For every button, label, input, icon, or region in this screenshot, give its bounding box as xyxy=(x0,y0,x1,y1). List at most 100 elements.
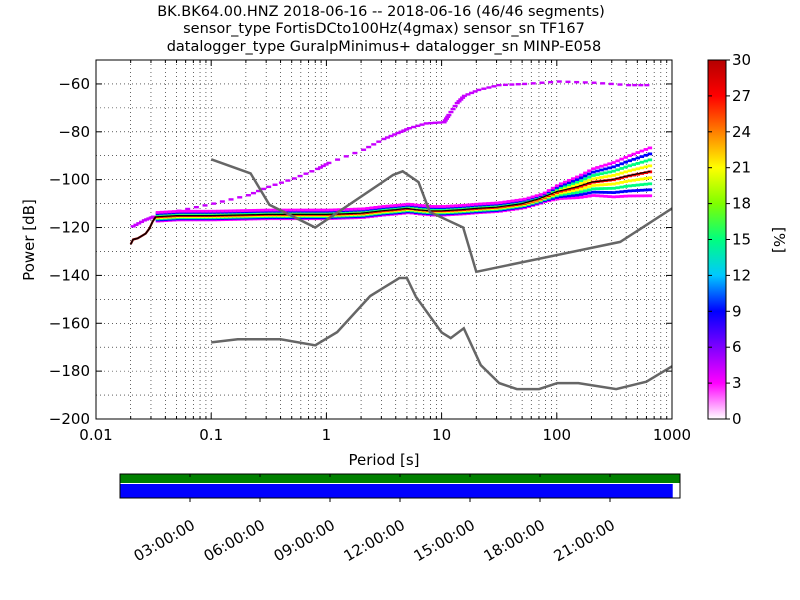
y-tick-label: −140 xyxy=(49,266,90,284)
histogram-cell xyxy=(202,204,208,207)
histogram-cell xyxy=(428,121,434,125)
histogram-cell xyxy=(575,175,580,179)
colorbar-tick-label: 30 xyxy=(732,51,751,69)
histogram-cell xyxy=(237,196,243,199)
y-tick-label: −60 xyxy=(58,75,90,93)
histogram-cell xyxy=(623,165,628,169)
histogram-cell xyxy=(647,182,653,186)
histogram-cell xyxy=(252,208,258,212)
histogram-cell xyxy=(566,185,572,189)
histogram-cell xyxy=(587,178,592,182)
histogram-cell xyxy=(442,119,448,122)
histogram-cell xyxy=(179,209,185,213)
y-tick-label: −180 xyxy=(49,362,90,380)
histogram-cell xyxy=(256,208,262,212)
histogram-cell xyxy=(550,194,556,197)
histogram-cell xyxy=(595,183,600,187)
histogram-cell xyxy=(456,100,462,103)
histogram-cell xyxy=(312,208,318,212)
histogram-cell xyxy=(300,208,306,212)
histogram-cell xyxy=(607,191,612,194)
histogram-cell xyxy=(647,194,653,198)
histogram-cell xyxy=(607,162,612,166)
histogram-cell xyxy=(554,186,560,189)
histogram-cell xyxy=(361,207,366,211)
histogram-cell xyxy=(647,146,653,150)
histogram-cell xyxy=(554,192,560,196)
histogram-cell xyxy=(558,193,564,197)
histogram-cell xyxy=(433,205,439,208)
histogram-cell xyxy=(411,125,417,129)
colorbar-tick-label: 21 xyxy=(732,159,751,177)
histogram-cell xyxy=(607,182,612,186)
histogram-cell xyxy=(296,208,302,212)
histogram-cell xyxy=(639,177,645,181)
histogram-cell xyxy=(388,134,394,138)
time-tick-label: 12:00:00 xyxy=(341,516,408,565)
histogram-cell xyxy=(232,209,237,213)
histogram-cell xyxy=(365,206,370,210)
histogram-cell xyxy=(419,123,425,126)
histogram-cell xyxy=(615,186,620,190)
histogram-cell xyxy=(450,204,455,208)
histogram-cell xyxy=(510,199,516,203)
histogram-cell xyxy=(450,107,456,111)
histogram-cell xyxy=(643,182,649,186)
histogram-cell xyxy=(611,174,616,177)
y-tick-label: −200 xyxy=(49,410,90,428)
histogram-cell xyxy=(155,211,161,214)
histogram-cell xyxy=(619,157,624,161)
histogram-cell xyxy=(631,189,637,193)
histogram-cell xyxy=(554,184,560,188)
histogram-cell xyxy=(566,183,572,187)
histogram-cell xyxy=(565,80,571,84)
histogram-cell xyxy=(266,185,272,189)
histogram-cell xyxy=(603,187,608,190)
histogram-cell xyxy=(603,183,608,186)
histogram-cell xyxy=(353,207,358,211)
histogram-cell xyxy=(599,168,604,172)
colorbar-label: [%] xyxy=(770,227,788,253)
histogram-cell xyxy=(308,208,314,212)
histogram-cell xyxy=(554,189,560,193)
histogram-cell xyxy=(627,184,632,188)
time-tick-label: 09:00:00 xyxy=(271,516,338,565)
histogram-cell xyxy=(599,176,604,179)
histogram-cell xyxy=(611,191,616,194)
histogram-cell xyxy=(582,81,588,84)
histogram-cell xyxy=(583,192,588,196)
histogram-cell xyxy=(562,190,568,194)
histogram-cell xyxy=(615,159,620,163)
histogram-cell xyxy=(415,124,421,128)
histogram-cell xyxy=(627,169,632,173)
histogram-cell xyxy=(405,202,411,206)
histogram-cell xyxy=(575,193,580,197)
histogram-cell xyxy=(583,189,588,193)
histogram-cell xyxy=(196,209,201,213)
histogram-cell xyxy=(558,186,564,189)
histogram-cell xyxy=(514,198,520,202)
title-line-1: BK.BK64.00.HNZ 2018-06-16 -- 2018-06-16 … xyxy=(157,4,605,20)
histogram-cell xyxy=(595,194,600,198)
histogram-cell xyxy=(244,209,249,212)
histogram-cell xyxy=(562,180,568,184)
histogram-cell xyxy=(603,167,608,171)
histogram-cell xyxy=(583,195,588,199)
histogram-cell xyxy=(515,83,521,86)
histogram-cell xyxy=(579,195,584,199)
histogram-cell xyxy=(486,86,492,89)
x-tick-label: 0.01 xyxy=(79,426,112,444)
histogram-cell xyxy=(554,195,560,199)
histogram-cell xyxy=(139,220,145,224)
histogram-cell xyxy=(212,209,217,213)
histogram-cell xyxy=(579,182,584,185)
histogram-cell xyxy=(413,203,419,207)
histogram-cell xyxy=(619,190,624,194)
histogram-cell xyxy=(619,167,624,170)
histogram-cell xyxy=(550,188,556,192)
histogram-cell xyxy=(571,179,576,183)
colorbar-tick-label: 18 xyxy=(732,195,751,213)
histogram-cell xyxy=(303,172,309,175)
histogram-cell xyxy=(482,202,487,206)
